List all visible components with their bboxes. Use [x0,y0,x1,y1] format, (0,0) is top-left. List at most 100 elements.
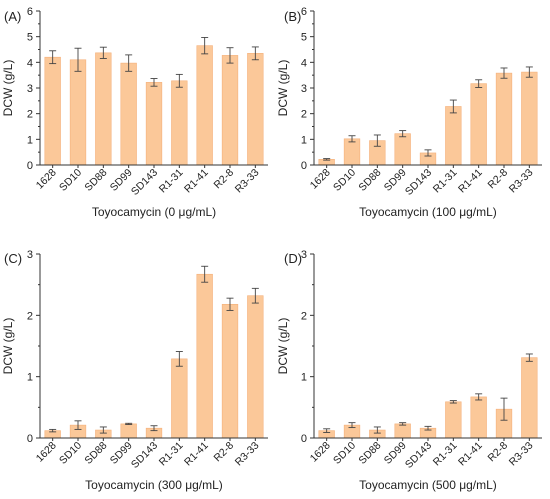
y-tick-label: 6 [301,6,307,18]
y-tick-label: 1 [27,372,33,384]
x-tick-label: SD10 [331,440,358,467]
x-tick-label: R1-41 [182,167,211,196]
bar [247,53,264,166]
bar [145,82,163,166]
error-bar [74,47,82,72]
error-bar [475,79,483,88]
x-tick-label: SD88 [82,167,109,194]
bar [120,423,137,439]
bar [445,401,462,439]
y-tick-label: 3 [301,83,307,95]
error-bar [525,353,533,362]
x-tick-label: SD143 [129,167,160,198]
x-tick-label: R1-41 [456,167,485,196]
error-bar [251,287,259,304]
x-tick-label: SD10 [57,440,84,467]
panel-letter: (A) [4,9,21,24]
error-bar [525,66,533,78]
error-bar [399,130,407,138]
x-tick-label: R1-31 [431,167,460,196]
error-bar [175,351,183,367]
y-tick-label: 4 [27,57,33,69]
x-tick-label: SD10 [57,167,84,194]
error-bar [475,393,483,401]
y-tick-label: 6 [27,6,33,18]
x-tick-label: SD143 [403,167,434,198]
error-bar [49,50,57,65]
error-bar [348,135,356,143]
bar [120,62,137,166]
y-tick-label: 2 [301,310,307,322]
bar [445,106,462,166]
y-tick-label: 0 [27,160,33,172]
bar [171,80,188,166]
y-axis-title: DCW (g/L) [1,318,15,375]
error-bar [150,425,158,432]
x-tick-label: R3-33 [507,440,536,469]
error-bar [399,422,407,426]
panel-letter: (D) [284,251,302,266]
y-tick-label: 5 [301,32,307,44]
x-tick-label: R3-33 [507,167,536,196]
y-tick-label: 2 [27,109,33,121]
bar [343,138,361,166]
error-bar [99,426,107,434]
error-bar [201,265,209,283]
y-tick-label: 3 [27,83,33,95]
x-tick-label: SD88 [356,440,383,467]
bar [171,358,188,439]
x-tick-label: SD10 [331,167,358,194]
chart-panel: (B)01234561628SD10SD88SD99SD143R1-31R1-4… [276,6,542,219]
x-tick-label: SD143 [403,440,434,471]
error-bar [373,426,381,434]
x-tick-label: 1628 [34,440,59,465]
panel-letter: (B) [284,9,301,24]
bar [44,56,61,166]
error-bar [226,47,234,64]
error-bar [150,78,158,87]
y-tick-label: 5 [27,32,33,44]
bar [69,59,87,166]
y-axis-title: DCW (g/L) [1,60,15,117]
x-tick-label: SD88 [356,167,383,194]
x-axis-title: Toyocamycin (300 μg/mL) [85,478,223,492]
x-tick-label: 1628 [34,167,59,192]
bar [95,52,112,166]
panel-letter: (C) [4,251,22,266]
bar [196,273,213,439]
bar [394,423,411,439]
error-bar [424,149,432,157]
error-bar [201,36,209,55]
y-tick-label: 0 [301,433,307,445]
bar [221,55,239,166]
error-bar [373,134,381,147]
chart-panel: (A)01234561628SD10SD88SD99SD143R1-31R1-4… [1,6,268,219]
error-bar [449,400,457,404]
bar [394,133,411,166]
y-tick-label: 2 [301,109,307,121]
bar [470,83,487,166]
x-axis-title: Toyocamycin (100 μg/mL) [359,205,497,219]
y-axis-title: DCW (g/L) [276,318,290,375]
bar [495,72,513,166]
x-axis-title: Toyocamycin (0 μg/mL) [92,205,216,219]
y-tick-label: 1 [27,134,33,146]
bar [247,295,264,439]
error-bar [99,46,107,59]
bar [521,357,538,439]
x-tick-label: R1-41 [456,440,485,469]
bar [521,71,538,166]
bar [221,303,239,439]
error-bar [323,158,331,161]
y-axis-title: DCW (g/L) [276,60,290,117]
x-tick-label: R1-31 [157,167,186,196]
y-tick-label: 3 [301,249,307,261]
error-bar [500,67,508,79]
error-bar [49,428,57,433]
error-bar [226,297,234,311]
error-bar [251,46,259,61]
error-bar [500,397,508,421]
